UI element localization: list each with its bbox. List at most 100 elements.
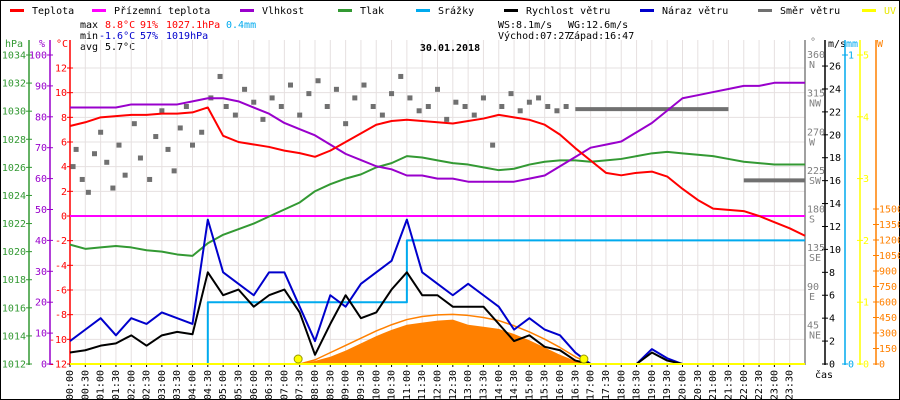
wind-direction-point (137, 155, 143, 161)
wind-speed-tick-label: 24 (829, 84, 841, 95)
solar-tick-label: 1500 (879, 205, 900, 216)
humidity-tick-label: 40 (35, 236, 47, 247)
direction-tick-label: 180 (807, 205, 825, 216)
direction-tick-label: 225 (807, 166, 825, 177)
legend-label[interactable]: Rychlost větru (526, 5, 610, 17)
legend-label[interactable]: Tlak (360, 6, 384, 17)
legend-label[interactable]: Náraz větru (662, 5, 728, 17)
humidity-tick-label: 80 (35, 112, 47, 123)
wind-direction-point (110, 185, 116, 191)
legend-swatch (10, 9, 24, 12)
wind-direction-point (153, 134, 159, 140)
x-tick-label: 17:00 (586, 370, 597, 400)
series-line-vlhkost (70, 81, 805, 183)
x-tick-label: 10:30 (387, 370, 398, 400)
x-tick-label: 11:00 (402, 370, 413, 400)
legend-label[interactable]: Směr větru (780, 5, 840, 17)
uv-tick-label: 2 (863, 236, 869, 247)
x-tick-label: 03:30 (172, 370, 183, 400)
legend-swatch (240, 9, 254, 12)
legend-label[interactable]: Srážky (438, 5, 474, 17)
wind-direction-point (159, 108, 165, 114)
legend-label[interactable]: Přízemní teplota (114, 5, 210, 17)
solar-tick-label: 750 (879, 282, 897, 293)
wind-direction-point (92, 151, 97, 157)
x-tick-label: 19:30 (662, 370, 673, 400)
wind-direction-point (352, 95, 358, 101)
wind-direction-point (563, 104, 569, 109)
wind-direction-point (131, 121, 137, 127)
humidity-tick-label: 70 (35, 143, 47, 154)
direction-name-label: NE (809, 330, 821, 341)
humidity-tick-label: 0 (41, 360, 47, 371)
direction-tick-label: 315 (807, 89, 825, 100)
temperature-tick-label: -8 (55, 310, 67, 321)
x-tick-label: 13:30 (478, 370, 489, 400)
wind-direction-point (73, 146, 79, 152)
wind-direction-point (297, 112, 303, 118)
temperature-tick-label: -6 (55, 286, 67, 297)
wind-speed-tick-label: 2 (829, 337, 835, 348)
humidity-tick-label: 10 (35, 329, 47, 340)
humidity-tick-label: 90 (35, 81, 47, 92)
direction-tick-label: 135 (807, 243, 825, 254)
x-axis-label: čas (815, 369, 833, 381)
x-tick-label: 18:30 (632, 370, 643, 400)
x-tick-label: 08:00 (310, 370, 321, 400)
pressure-tick-label: 1030 (2, 107, 26, 118)
x-tick-label: 23:00 (769, 370, 780, 400)
pressure-tick-label: 1016 (2, 303, 26, 314)
wind-direction-point (104, 159, 110, 165)
x-tick-label: 17:30 (601, 370, 612, 400)
x-tick-label: 21:00 (708, 370, 719, 400)
wind-speed-tick-label: 0 (829, 360, 835, 371)
x-tick-label: 14:00 (494, 370, 505, 400)
solar-tick-label: 900 (879, 267, 897, 278)
temperature-tick-label: -10 (49, 335, 67, 346)
x-tick-label: 15:30 (540, 370, 551, 400)
pressure-tick-label: 1012 (2, 360, 26, 371)
direction-name-label: W (809, 137, 816, 148)
x-tick-label: 12:30 (448, 370, 459, 400)
legend-label[interactable]: Vlhkost (262, 6, 304, 17)
wind-direction-point (333, 86, 339, 92)
solar-tick-label: 150 (879, 344, 897, 355)
wind-direction-point (288, 82, 293, 88)
wind-speed-tick-label: 12 (829, 222, 841, 233)
x-tick-label: 05:00 (218, 370, 229, 400)
wind-direction-point (183, 104, 189, 109)
wind-speed-axis-unit: m/s (828, 39, 846, 50)
temperature-tick-label: -12 (49, 360, 67, 371)
wind-direction-point (70, 164, 76, 170)
legend-swatch (92, 9, 106, 12)
wind-speed-tick-label: 18 (829, 153, 841, 164)
stat-wg: WG:12.6m/s (568, 20, 628, 31)
direction-tick-label: 90 (807, 282, 819, 293)
wind-speed-tick-label: 4 (829, 314, 835, 325)
temperature-tick-label: 4 (61, 162, 67, 173)
legend-label[interactable]: Teplota (32, 6, 74, 17)
direction-tick-label: 270 (807, 127, 825, 138)
direction-name-label: SW (809, 176, 822, 187)
x-tick-label: 20:30 (693, 370, 704, 400)
x-tick-label: 10:00 (371, 370, 382, 400)
wind-direction-point (370, 104, 376, 109)
x-tick-label: 22:00 (739, 370, 750, 400)
wind-direction-point (98, 129, 104, 135)
wind-speed-tick-label: 10 (829, 245, 841, 256)
wind-direction-point (315, 78, 321, 84)
legend-label[interactable]: UV index (884, 6, 900, 17)
direction-tick-label: 360 (807, 50, 825, 61)
series-line-tlak (69, 150, 805, 257)
wind-direction-point (490, 142, 496, 148)
wind-direction-point (517, 108, 523, 114)
x-tick-label: 07:30 (295, 370, 306, 400)
wind-direction-point (435, 86, 440, 92)
temperature-tick-label: 2 (61, 187, 67, 198)
x-tick-label: 19:00 (647, 370, 658, 400)
uv-tick-label: 1 (863, 298, 869, 309)
x-tick-label: 09:00 (341, 370, 352, 400)
wind-direction-point (242, 86, 248, 92)
sunrise-marker (293, 354, 303, 364)
x-tick-label: 16:30 (570, 370, 581, 400)
